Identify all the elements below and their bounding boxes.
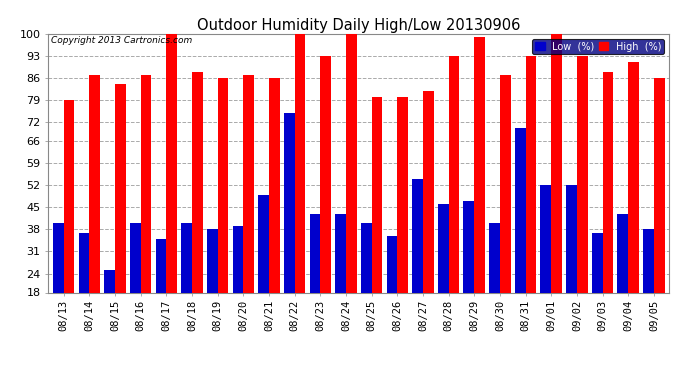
Bar	[577, 56, 588, 292]
Bar	[63, 100, 75, 292]
Bar	[566, 185, 577, 292]
Text: Copyright 2013 Cartronics.com: Copyright 2013 Cartronics.com	[51, 36, 193, 45]
Bar	[233, 226, 244, 292]
Bar	[53, 223, 63, 292]
Bar	[500, 75, 511, 292]
Bar	[540, 185, 551, 292]
Bar	[295, 34, 306, 292]
Bar	[130, 223, 141, 292]
Bar	[104, 270, 115, 292]
Bar	[397, 97, 408, 292]
Bar	[192, 72, 203, 292]
Bar	[155, 239, 166, 292]
Bar	[310, 214, 320, 292]
Bar	[423, 90, 434, 292]
Bar	[618, 214, 628, 292]
Bar	[628, 62, 639, 292]
Bar	[335, 214, 346, 292]
Bar	[602, 72, 613, 292]
Bar	[448, 56, 460, 292]
Bar	[90, 75, 100, 292]
Bar	[269, 78, 279, 292]
Bar	[181, 223, 192, 292]
Legend: Low  (%), High  (%): Low (%), High (%)	[532, 39, 664, 54]
Bar	[141, 75, 152, 292]
Bar	[412, 179, 423, 292]
Bar	[284, 112, 295, 292]
Bar	[526, 56, 536, 292]
Bar	[464, 201, 474, 292]
Bar	[217, 78, 228, 292]
Bar	[166, 34, 177, 292]
Title: Outdoor Humidity Daily High/Low 20130906: Outdoor Humidity Daily High/Low 20130906	[197, 18, 520, 33]
Bar	[474, 37, 485, 292]
Bar	[592, 232, 602, 292]
Bar	[372, 97, 382, 292]
Bar	[438, 204, 449, 292]
Bar	[79, 232, 90, 292]
Bar	[489, 223, 500, 292]
Bar	[244, 75, 254, 292]
Bar	[346, 34, 357, 292]
Bar	[207, 230, 217, 292]
Bar	[386, 236, 397, 292]
Bar	[115, 84, 126, 292]
Bar	[515, 128, 526, 292]
Bar	[654, 78, 664, 292]
Bar	[258, 195, 269, 292]
Bar	[643, 230, 654, 292]
Bar	[320, 56, 331, 292]
Bar	[551, 34, 562, 292]
Bar	[361, 223, 372, 292]
